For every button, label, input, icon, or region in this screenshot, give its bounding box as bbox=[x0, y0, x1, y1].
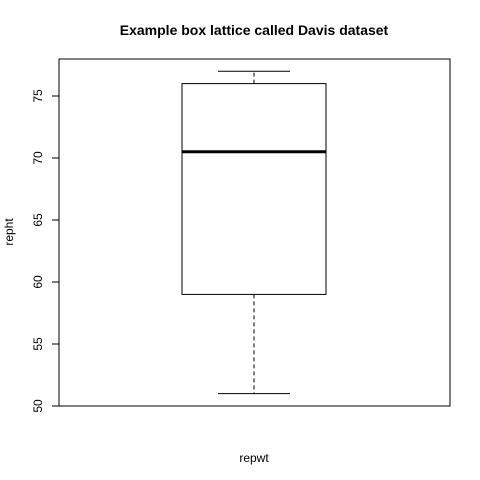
y-tick-label: 50 bbox=[31, 399, 45, 413]
y-tick-label: 65 bbox=[31, 213, 45, 227]
box-plot bbox=[181, 70, 327, 395]
y-tick-label: 75 bbox=[31, 89, 45, 103]
interquartile-box bbox=[181, 83, 327, 295]
chart-title: Example box lattice called Davis dataset bbox=[120, 22, 389, 38]
y-tick-label: 60 bbox=[31, 275, 45, 289]
y-tick-label: 70 bbox=[31, 151, 45, 165]
x-axis-label: repwt bbox=[239, 451, 269, 465]
y-tick-label: 55 bbox=[31, 337, 45, 351]
y-axis-label: repht bbox=[2, 218, 16, 246]
y-axis: 50 55 60 65 70 75 bbox=[31, 89, 60, 413]
